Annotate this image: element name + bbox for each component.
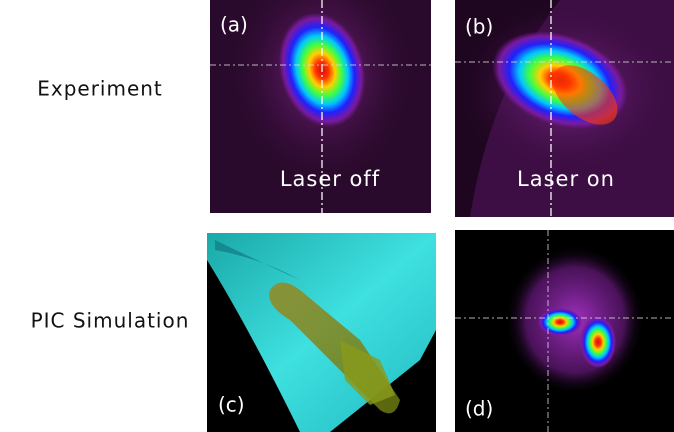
- panel-b: [455, 0, 674, 217]
- panel-label: (a): [220, 13, 248, 37]
- panel-caption: Laser on: [517, 167, 615, 191]
- panel-label: (c): [218, 393, 245, 417]
- row-label: PIC Simulation: [31, 309, 190, 333]
- panel-label: (d): [465, 397, 493, 421]
- panel-c: [207, 233, 436, 432]
- panel-a: [210, 0, 431, 213]
- row-label: Experiment: [37, 77, 163, 101]
- panel-label: (b): [465, 15, 493, 39]
- panel-caption: Laser off: [280, 167, 380, 191]
- panel-d: [455, 230, 674, 432]
